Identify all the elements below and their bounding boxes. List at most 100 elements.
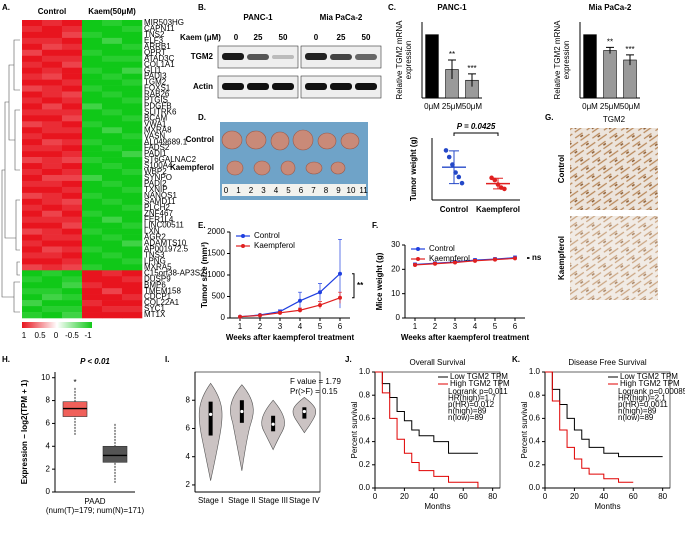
x-tick-label: 3 [278,322,283,331]
stat: HR(high)=2.1 [618,394,666,403]
heatmap-cell [62,252,83,259]
heatmap-cell [62,258,83,265]
heatmap-cell [122,85,143,92]
heatmap-cell [42,246,63,253]
heatmap-cell [42,115,63,122]
heatmap-cell [82,97,103,104]
heatmap-cell [42,270,63,277]
gene-label: MIR503HG [144,18,184,27]
gene-label: LINC00511 [144,221,184,230]
heatmap-cell [42,43,63,51]
heatmap-cell [42,300,63,307]
heatmap-cell [102,43,123,51]
x-tick-label: 40 [429,492,438,501]
heatmap-cell [102,276,123,283]
heatmap-cell [122,139,143,146]
heatmap-cell [82,157,103,164]
point [278,310,282,315]
heatmap-cell [22,300,43,307]
legend-label: Kaempferol [254,241,295,250]
heatmap-cell [102,145,123,152]
point [433,261,437,266]
heatmap-cell [82,264,103,271]
heatmap-cell [82,234,103,241]
heatmap-cell [122,210,143,217]
heatmap-cell [82,294,103,301]
sd-bar [449,150,459,185]
heatmap-cell [82,240,103,247]
frame [194,371,321,493]
gene-label: PADI3 [144,72,167,81]
heatmap-cell [42,192,63,200]
error-bar [626,54,634,66]
heatmap-cell [122,294,143,301]
heatmap-cell [62,222,83,229]
sd-bar [493,177,503,190]
heatmap-cell [122,174,143,182]
legend-label: Low TGM2 TPM [450,372,508,381]
x-tick-label: 25μM [442,102,463,111]
dose: 0 [314,33,319,42]
heatmap-cell [102,163,123,170]
heatmap-cell [42,294,63,301]
dendrogram [1,39,20,313]
heatmap-cell [62,240,83,247]
gene-label: LXN [144,227,160,236]
heatmap-cell [62,115,83,122]
heatmap-cell [102,37,123,45]
heatmap-cell [102,73,123,80]
heatmap-cell [22,294,43,301]
ruler-number: 8 [324,186,329,195]
heatmap-cell [122,306,143,313]
heatmap-cell [62,133,83,140]
gene-label: GLI1 [144,66,162,75]
y-axis-label: Percent survival [350,401,359,458]
heatmap-cell [62,228,83,235]
chart-title: PANC-1 [437,3,467,12]
heatmap-cell [102,25,123,33]
chart-title: Disease Free Survival [568,358,646,367]
panel-label: J. [345,355,352,364]
gene-label: TNS2 [144,30,165,39]
point [502,186,507,192]
heatmap-cell [42,210,63,217]
heatmap-cell [42,174,63,182]
bar [603,50,617,99]
heatmap-cell [62,55,83,63]
legend-label: High TGM2 TPM [450,379,510,388]
heatmap-cell [42,79,63,86]
heatmap-cell [42,282,63,289]
heatmap-cell [122,91,143,98]
y-tick-label: 4 [46,441,51,450]
gene-label: COL1A1 [144,60,175,69]
heatmap-cell [42,73,63,80]
y-axis-label: Relative TGM2 mRNA [395,20,404,100]
y-tick-label: 0.8 [529,390,541,399]
heatmap-cell [22,151,43,158]
stat: n(high)=89 [448,407,487,416]
y-tick-label: 0.6 [529,414,541,423]
gene-label: TGM2 [144,78,167,87]
gene-label: MT1X [144,310,166,319]
heatmap-cell [122,157,143,164]
gene-label: NANOS1 [144,191,177,200]
x-tick-label: 2 [433,322,438,331]
heatmap-cell [122,198,143,206]
heatmap-cell [102,264,123,271]
legend-tick-label: 0.5 [34,331,46,340]
panel-label: B. [198,3,206,12]
heatmap-cell [22,186,43,194]
chart-title: P < 0.01 [80,357,110,366]
heatmap-cell [62,198,83,206]
heatmap-cell [102,61,123,68]
gene-label: BCAM [144,113,167,122]
heatmap-cell [102,288,123,295]
heatmap-cell [22,264,43,271]
heatmap-cell [22,258,43,265]
x-tick-label: 50μM [462,102,483,111]
x-axis-label: Weeks after kaempferol treatment [226,333,355,342]
error-bar [606,46,614,54]
heatmap-cell [122,216,143,223]
heatmap-cell [122,186,143,194]
